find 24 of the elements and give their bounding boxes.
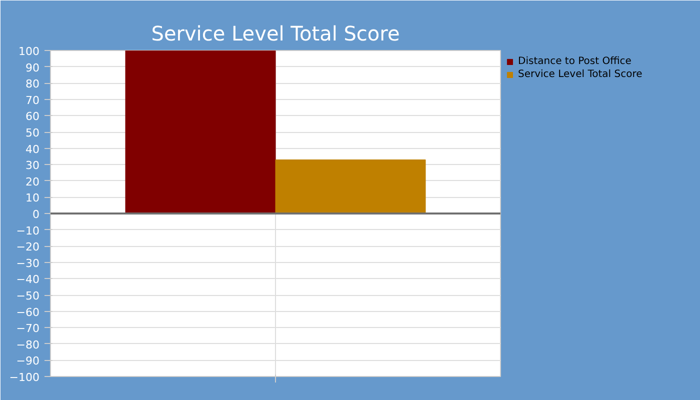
- y-tick-label: 40: [26, 142, 40, 156]
- y-tick-label: 100: [18, 45, 40, 58]
- y-tick-label: −80: [16, 338, 40, 352]
- y-tick-label: −70: [16, 322, 40, 336]
- y-tick-label: 60: [26, 110, 40, 124]
- legend-label: Distance to Post Office: [518, 56, 632, 67]
- y-tick-label: −40: [16, 273, 40, 286]
- legend-label: Service Level Total Score: [518, 69, 642, 80]
- y-tick-label: −30: [16, 256, 40, 270]
- y-tick-label: 90: [26, 61, 40, 74]
- y-tick-label: −100: [9, 371, 40, 384]
- y-tick-label: −50: [16, 290, 40, 302]
- y-tick-label: 70: [26, 94, 40, 107]
- y-tick-label: 80: [26, 78, 40, 91]
- y-tick-label: 30: [26, 159, 40, 172]
- y-tick-label: 0: [32, 208, 40, 221]
- y-tick-label: −20: [16, 240, 40, 254]
- y-tick-label: −60: [16, 306, 40, 319]
- y-tick-label: −10: [16, 224, 40, 238]
- y-tick-label: 20: [26, 175, 40, 188]
- y-tick-label: −90: [16, 354, 40, 368]
- y-tick-label: 50: [26, 126, 40, 140]
- y-tick-label: 10: [26, 192, 40, 205]
- chart-title: Service Level Total Score: [151, 22, 400, 46]
